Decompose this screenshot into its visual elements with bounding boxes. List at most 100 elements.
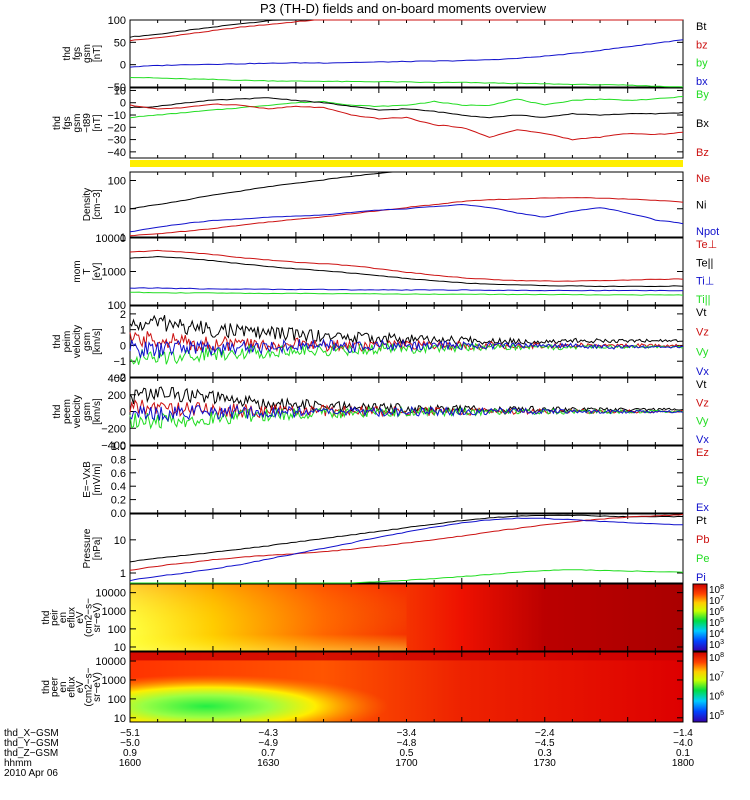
y-axis-label: fgs — [72, 47, 83, 60]
panel-fgs-gsm-tsy: 100−10−20−30−40 thd fgs gsm −t89 [nT] By Bx Bz — [52, 85, 709, 159]
legend-entry: Vz — [696, 327, 709, 339]
y-axis-label: T — [82, 268, 93, 274]
x-row-value: 1600 — [119, 758, 142, 769]
panel-density: 100 10 1 Density [cm−3] Ne Ni Npot — [82, 171, 719, 244]
x-row-label: hhmm — [4, 758, 32, 769]
x-row-value: 0.3 — [538, 748, 552, 759]
y-axis-label: en — [58, 681, 69, 692]
y-tick-label: −30 — [107, 135, 126, 147]
y-axis-label: peir — [50, 608, 61, 625]
y-axis-label: [mV/m] — [92, 463, 103, 495]
y-axis-label: [km/s] — [92, 398, 103, 425]
legend-entry: bz — [696, 39, 708, 51]
y-tick-label: 0 — [120, 60, 126, 72]
y-tick-label: 100 — [108, 15, 126, 27]
y-axis-label: en — [58, 612, 69, 623]
series-line-Npot — [129, 203, 684, 233]
x-row-value: −4.5 — [535, 738, 555, 749]
x-row-value: 0.9 — [123, 748, 137, 759]
y-axis-label: [cm−3] — [92, 189, 103, 220]
x-row-value: −4.0 — [673, 738, 693, 749]
y-axis-label: (cm2−s− — [84, 598, 95, 637]
x-row-value: −4.9 — [258, 738, 278, 749]
y-axis-label: thd — [52, 405, 63, 419]
y-tick-label: −400 — [101, 440, 126, 452]
y-tick-label: 0 — [120, 340, 126, 352]
y-axis-label: sr−eV) — [92, 672, 103, 702]
y-tick-label: 1000 — [102, 675, 126, 687]
y-tick-label: −1 — [113, 356, 126, 368]
y-axis-label: peem — [62, 399, 73, 424]
x-row-value: −1.4 — [673, 728, 693, 739]
y-tick-label: −40 — [107, 147, 126, 159]
legend-entry: Pe — [696, 553, 709, 565]
x-axis-annotations: thd_X−GSM −5.1 −4.3 −3.4 −2.4 −1.4 thd_Y−GSM −5… — [4, 728, 695, 779]
spectrogram-top-band — [130, 652, 683, 661]
y-axis-label: mom — [72, 260, 83, 282]
x-row-value: −4.3 — [258, 728, 278, 739]
y-tick-label: 0.6 — [111, 468, 126, 480]
y-axis-label: eflux — [67, 676, 78, 697]
legend-entry: Pi — [696, 572, 706, 584]
y-tick-label: 0.2 — [111, 495, 126, 507]
y-axis-label: peer — [50, 676, 61, 697]
y-tick-label: −2 — [113, 372, 126, 384]
y-axis-label: gsm — [82, 332, 93, 351]
legend-entry: Bt — [696, 21, 706, 33]
panel-frame — [129, 513, 684, 584]
legend-entry: Vx — [696, 434, 709, 446]
series-line-Ne — [129, 197, 684, 237]
y-tick-label: 1000 — [102, 606, 126, 618]
series-line-Pe — [130, 569, 684, 584]
y-axis-label: thd — [62, 47, 73, 61]
legend-entry: Te|| — [696, 257, 713, 269]
y-tick-label: 50 — [114, 37, 126, 49]
y-axis-label: fgs — [62, 116, 73, 129]
panel-fgs-gsm: 100 50 0 −50 thd fgs gsm [nT] Bt bz by bx — [62, 15, 708, 94]
panel-peem-velocity: 400 200 0 −200 −400 thd peem velocity gsm [km/s] V… — [52, 373, 709, 452]
y-tick-label: 200 — [108, 390, 126, 402]
series-line-Te|| — [129, 255, 684, 288]
y-axis-label: thd — [52, 116, 63, 130]
legend-entry: Vt — [696, 379, 706, 391]
series-line-By — [129, 96, 684, 119]
y-axis-label: eV — [75, 611, 86, 624]
legend-entry: by — [696, 58, 708, 70]
y-tick-label: −20 — [107, 122, 126, 134]
legend-entry: Bx — [696, 118, 709, 130]
x-row-value: 1630 — [257, 758, 280, 769]
legend-entry: Te⊥ — [696, 239, 717, 251]
series-line-Pi — [129, 517, 684, 582]
y-tick-label: 1000 — [102, 267, 126, 279]
panel-efield: 1.00.8 0.60.4 0.20.0 E=−VxB [mV/m] Ez Ey Ex — [82, 441, 709, 520]
series-line-Bx — [129, 97, 684, 119]
y-axis-label: [eV] — [92, 262, 103, 280]
x-row-value: −4.8 — [397, 738, 417, 749]
y-axis-label: gsm — [82, 402, 93, 421]
series-line-Bz — [129, 103, 684, 141]
y-axis-label: Pressure — [82, 528, 93, 568]
y-tick-label: 0.8 — [111, 454, 126, 466]
x-row-value: 1800 — [672, 758, 695, 769]
legend-entry: Vz — [696, 397, 709, 409]
series-line-Vx — [129, 403, 684, 423]
y-axis-label: thd — [52, 335, 63, 349]
panel-pressure: 10 1 Pressure [nPa] Pt Pb Pe Pi — [82, 513, 709, 584]
y-axis-label: gsm — [72, 114, 83, 133]
y-axis-label: thd — [41, 611, 52, 625]
y-tick-label: 1 — [120, 232, 126, 244]
series-line-Te⊥ — [129, 249, 684, 282]
legend-entry: Ey — [696, 475, 709, 487]
series-line-Vy — [129, 342, 684, 365]
legend-entry: bx — [696, 76, 708, 88]
series-line-Vt — [129, 314, 684, 346]
y-axis-label: eflux — [67, 607, 78, 628]
y-axis-label: sr−eV) — [92, 603, 103, 633]
y-tick-label: 100 — [108, 300, 126, 312]
x-row-label: thd_Z−GSM — [4, 748, 58, 759]
y-axis-label: thd — [41, 680, 52, 694]
series-line-by — [129, 76, 684, 88]
panel-peir-en-eflux: 10810710610510410310000100010010thdpeire… — [41, 583, 724, 654]
colorbar-tick-label: 108 — [709, 652, 724, 664]
